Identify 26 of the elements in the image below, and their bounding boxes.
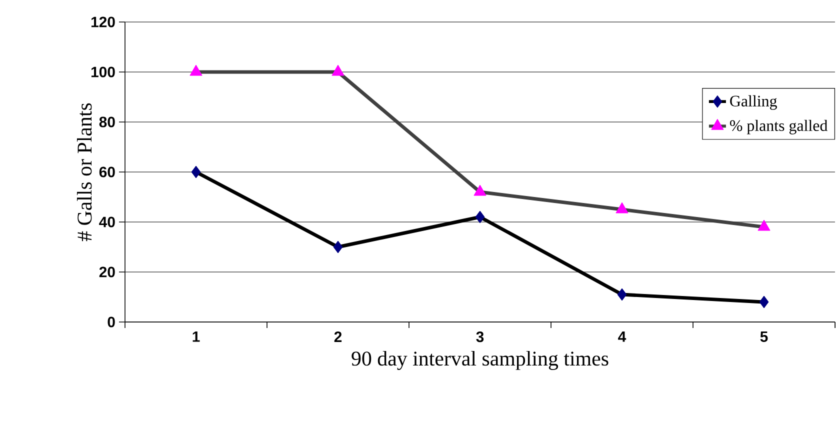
- y-tick-label: 80: [99, 116, 115, 128]
- x-tick-label: 2: [334, 332, 342, 342]
- point: [758, 220, 770, 231]
- legend-label: Galling: [730, 95, 777, 110]
- x-axis-title: 90 day interval sampling times: [352, 350, 608, 370]
- point: [475, 210, 485, 224]
- y-tick-label: 0: [108, 316, 115, 328]
- x-tick-label: 1: [192, 332, 200, 342]
- legend-label: % plants galled: [730, 120, 828, 134]
- point: [333, 240, 343, 254]
- point: [617, 288, 627, 301]
- x-tick-label: 3: [476, 332, 484, 342]
- point: [332, 64, 344, 76]
- y-tick-label: 100: [91, 66, 115, 78]
- point: [191, 166, 201, 178]
- x-tick-label: 5: [760, 332, 768, 342]
- point: [616, 202, 628, 214]
- y-axis-title: # Galls or Plants: [76, 103, 92, 242]
- y-tick-label: 40: [99, 216, 115, 228]
- y-tick-label: 60: [99, 166, 115, 178]
- point: [474, 184, 486, 196]
- point: [759, 296, 769, 308]
- x-tick-label: 4: [618, 332, 626, 342]
- point: [190, 64, 202, 76]
- y-tick-label: 20: [99, 266, 115, 278]
- y-tick-label: 120: [91, 16, 115, 28]
